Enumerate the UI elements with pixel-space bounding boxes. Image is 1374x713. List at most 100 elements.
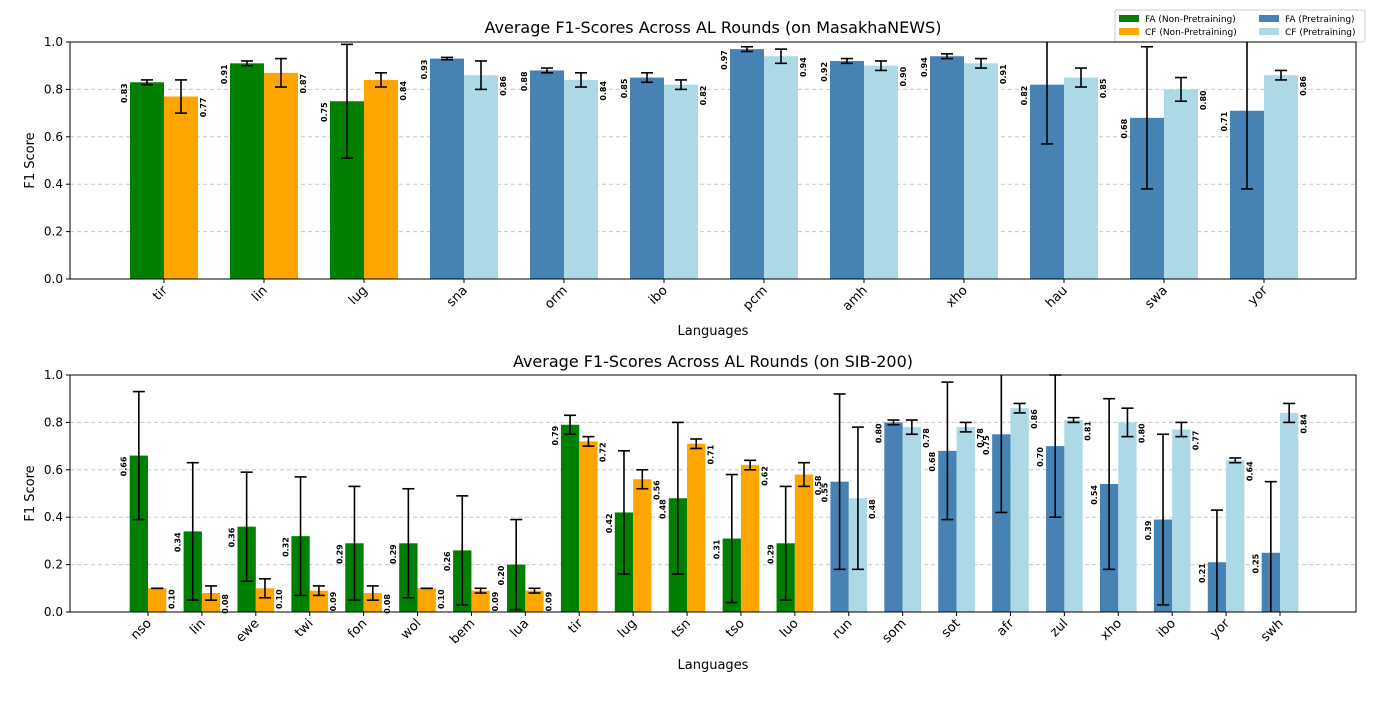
x-tick-label: tir — [566, 616, 587, 637]
x-tick-label: zul — [1047, 616, 1071, 640]
data-label: 0.26 — [443, 551, 452, 571]
data-label: 0.83 — [120, 83, 129, 103]
x-tick-label: luo — [777, 616, 802, 641]
data-label: 0.20 — [497, 565, 506, 585]
y-tick-label: 1.0 — [44, 35, 63, 49]
data-label: 0.84 — [1299, 413, 1308, 433]
data-label: 0.56 — [652, 480, 661, 500]
data-label: 0.97 — [720, 50, 729, 70]
bar-cf-nso — [148, 588, 167, 612]
bar-fa-lin — [230, 63, 264, 279]
bar-cf-sna — [464, 75, 498, 280]
data-label: 0.75 — [982, 435, 991, 455]
bar-fa-ibo — [630, 77, 664, 279]
data-label: 0.93 — [420, 60, 429, 80]
data-label: 0.79 — [551, 425, 560, 445]
x-tick-label: tir — [150, 283, 171, 304]
y-tick-label: 0.6 — [44, 463, 63, 477]
data-label: 0.09 — [545, 591, 554, 611]
legend-label: CF (Pretraining) — [1285, 28, 1356, 38]
x-tick-label: lug — [346, 283, 371, 308]
bar-fa-tir — [560, 424, 580, 612]
data-label: 0.34 — [174, 532, 183, 552]
data-label: 0.78 — [976, 428, 985, 448]
data-label: 0.29 — [767, 544, 776, 564]
x-tick-label: xho — [943, 283, 971, 311]
chart-title: Average F1-Scores Across AL Rounds (on M… — [485, 18, 942, 37]
data-label: 0.08 — [221, 594, 230, 614]
data-label: 0.10 — [167, 589, 176, 609]
data-label: 0.94 — [799, 57, 808, 77]
chart-title: Average F1-Scores Across AL Rounds (on S… — [513, 352, 913, 371]
data-label: 0.72 — [599, 442, 608, 462]
x-tick-label: wol — [398, 616, 424, 642]
bar-cf-fon — [363, 593, 382, 612]
bar-cf-tir — [164, 96, 198, 279]
bar-fa-sot — [938, 450, 957, 612]
bar-cf-tir — [579, 441, 598, 612]
legend-label: FA (Non-Pretraining) — [1145, 15, 1236, 25]
bar-cf-ibo — [664, 84, 698, 279]
x-tick-label: tso — [723, 616, 748, 641]
x-tick-label: amh — [840, 283, 871, 314]
bar-cf-orm — [564, 79, 598, 279]
bar-cf-amh — [864, 65, 898, 279]
bar-fa-sna — [430, 58, 464, 280]
bar-cf-lin — [201, 593, 221, 612]
bar-cf-lug — [633, 479, 652, 612]
bar-cf-yor — [1264, 75, 1298, 280]
bar-cf-yor — [1226, 460, 1245, 612]
data-label: 0.78 — [922, 428, 931, 448]
bar-cf-som — [902, 427, 921, 612]
y-tick-label: 0.6 — [44, 130, 63, 144]
data-label: 0.66 — [120, 456, 129, 476]
data-label: 0.90 — [899, 66, 908, 86]
data-label: 0.86 — [1299, 76, 1308, 96]
data-label: 0.86 — [1030, 409, 1039, 429]
data-label: 0.31 — [713, 539, 722, 559]
x-axis-label: Languages — [678, 324, 749, 339]
data-label: 0.29 — [335, 544, 344, 564]
y-tick-label: 0.2 — [44, 225, 63, 239]
data-label: 0.85 — [1099, 78, 1108, 98]
legend-swatch — [1259, 15, 1279, 22]
data-label: 0.71 — [1220, 111, 1229, 131]
bar-cf-ibo — [1172, 429, 1191, 612]
data-label: 0.80 — [874, 423, 883, 443]
data-label: 0.39 — [1144, 520, 1153, 540]
data-label: 0.25 — [1252, 553, 1261, 573]
bar-cf-bem — [471, 590, 490, 612]
x-axis-label: Languages — [678, 658, 749, 673]
x-tick-label: lin — [249, 283, 271, 305]
bar-fa-tir — [130, 82, 164, 279]
data-label: 0.62 — [760, 466, 769, 486]
y-tick-label: 0.0 — [44, 605, 63, 619]
data-label: 0.36 — [227, 527, 236, 547]
bar-cf-xho — [964, 63, 998, 279]
plot-frame — [69, 41, 1357, 280]
data-label: 0.32 — [281, 537, 290, 557]
data-label: 0.08 — [383, 594, 392, 614]
x-tick-label: lug — [615, 616, 640, 641]
x-tick-label: som — [880, 616, 910, 646]
bar-fa-nso — [129, 455, 148, 612]
x-tick-label: yor — [1207, 616, 1233, 642]
y-tick-label: 0.4 — [44, 177, 63, 191]
bar-fa-zul — [1046, 446, 1065, 612]
bar-cf-wol — [417, 588, 436, 612]
bar-cf-afr — [1010, 408, 1029, 612]
data-label: 0.48 — [868, 499, 877, 519]
data-label: 0.42 — [605, 513, 614, 533]
bar-cf-pcm — [764, 56, 798, 279]
x-tick-label: pcm — [740, 283, 770, 313]
data-label: 0.09 — [491, 591, 500, 611]
bar-cf-xho — [1118, 422, 1137, 612]
data-label: 0.68 — [1120, 118, 1129, 138]
x-tick-label: sot — [939, 616, 964, 641]
x-tick-label: afr — [994, 616, 1018, 640]
bar-cf-lug — [364, 79, 398, 279]
x-tick-label: swh — [1258, 616, 1287, 645]
data-label: 0.80 — [1138, 423, 1147, 443]
y-axis-label: F1 Score — [23, 465, 38, 521]
